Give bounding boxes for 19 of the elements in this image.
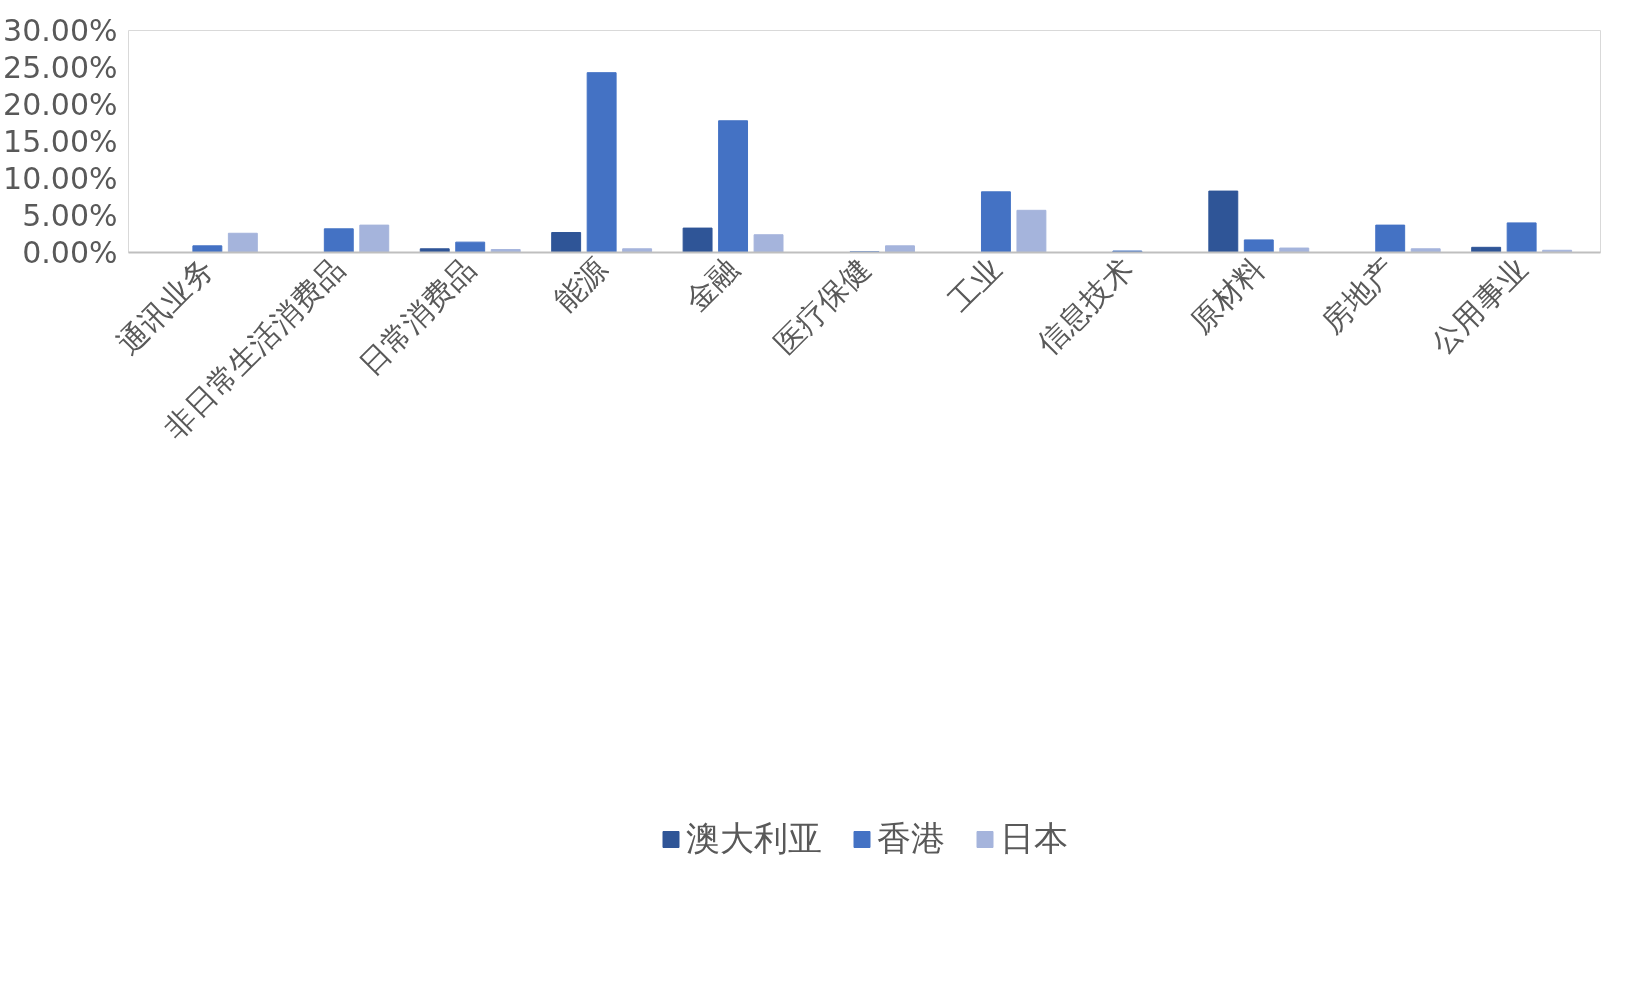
y-tick-label: 5.00% <box>22 198 118 233</box>
x-tick-label: 信息技术 <box>1030 251 1140 361</box>
y-tick-label: 30.00% <box>3 13 118 48</box>
legend-label: 香港 <box>876 816 945 860</box>
x-tick-label: 工业 <box>941 251 1009 319</box>
x-tick-label: 原材料 <box>1182 251 1272 340</box>
x-tick-label: 医疗保健 <box>767 251 877 361</box>
legend-label: 日本 <box>999 816 1068 860</box>
y-tick-label: 10.00% <box>3 161 118 196</box>
x-tick-label: 房地产 <box>1314 251 1403 340</box>
y-tick-label: 25.00% <box>3 50 118 85</box>
y-tick-label: 20.00% <box>3 87 118 122</box>
y-tick-label: 15.00% <box>3 124 118 159</box>
x-tick-label: 金融 <box>678 251 746 319</box>
legend-label: 澳大利亚 <box>685 816 822 860</box>
x-tick-label: 公用事业 <box>1424 251 1535 361</box>
x-tick-label: 日常消费品 <box>351 251 483 382</box>
y-tick-label: 0.00% <box>22 235 118 270</box>
x-tick-label: 能源 <box>546 251 615 319</box>
